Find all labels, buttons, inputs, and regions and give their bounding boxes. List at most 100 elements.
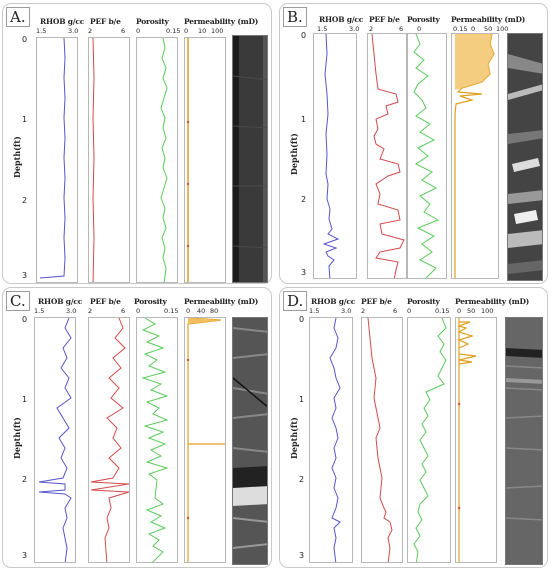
depth-tick: 1 <box>22 115 28 124</box>
depth-tick: 0 <box>299 315 305 324</box>
depth-axis-label: Depth(ft) <box>12 136 22 178</box>
scale-perm-2: 100 <box>481 307 494 315</box>
depth-tick: 2 <box>22 196 28 205</box>
pef-track <box>361 317 403 563</box>
depth-tick: 1 <box>301 115 307 124</box>
depth-tick: 0 <box>22 315 28 324</box>
panel-label: B. <box>283 7 307 27</box>
track-title-porosity: Porosity <box>407 297 440 306</box>
scale-porosity-max: 0.15 <box>453 25 468 33</box>
scale-pef-max: 6 <box>393 307 398 315</box>
rhob-curve <box>39 38 66 279</box>
scale-porosity-min: 0 <box>136 27 141 35</box>
panel-label: A. <box>6 7 30 27</box>
rhob-track <box>36 37 78 283</box>
depth-tick: 0 <box>301 31 307 40</box>
core-texture <box>233 327 267 549</box>
scale-rhob-max: 3.0 <box>349 25 360 33</box>
depth-axis-label: Depth(ft) <box>289 417 299 459</box>
pef-track <box>88 317 130 563</box>
scale-pef-min: 2 <box>361 307 366 315</box>
rhob-track <box>313 33 357 279</box>
track-title-pef: PEF b/e <box>361 297 392 306</box>
depth-tick: 3 <box>22 551 28 560</box>
track-title-rhob: RHOB g/cc <box>38 297 83 306</box>
porosity-track <box>407 33 447 279</box>
scale-perm-0: 0 <box>184 27 189 35</box>
rhob-curve <box>322 34 340 278</box>
scale-perm-1: 40 <box>197 307 206 315</box>
scale-pef-min: 2 <box>369 25 374 33</box>
scale-perm-2: 80 <box>210 307 219 315</box>
scale-pef-min: 2 <box>88 307 93 315</box>
scale-perm-1: 50 <box>484 25 493 33</box>
panel-label: D. <box>283 291 308 311</box>
depth-tick: 3 <box>22 271 28 280</box>
rhob-track <box>309 317 353 563</box>
permeability-track <box>184 37 226 283</box>
scale-porosity-min: 0 <box>417 25 422 33</box>
panel-c: C. RHOB g/cc 1.5 3.0 PEF b/e 2 6 Porosit… <box>2 287 272 568</box>
porosity-track <box>407 317 451 563</box>
porosity-curve <box>141 318 169 562</box>
permeability-curve <box>186 38 190 282</box>
porosity-track <box>136 317 178 563</box>
track-title-porosity: Porosity <box>136 17 169 26</box>
rhob-track <box>34 317 76 563</box>
scale-perm-2: 100 <box>211 27 224 35</box>
pef-curve <box>90 318 129 562</box>
porosity-curve <box>413 318 447 562</box>
scale-porosity-max: 0.15 <box>164 307 179 315</box>
pef-curve <box>367 318 393 562</box>
depth-axis-label: Depth(ft) <box>289 133 299 175</box>
core-texture <box>508 54 542 274</box>
depth-tick: 2 <box>301 195 307 204</box>
scale-porosity-max: 0.15 <box>435 307 450 315</box>
scale-porosity-min: 0 <box>407 307 412 315</box>
permeability-track <box>451 33 499 279</box>
scale-perm-2: 100 <box>496 25 509 33</box>
track-title-rhob: RHOB g/cc <box>40 17 85 26</box>
pef-curve <box>92 38 95 282</box>
rhob-curve <box>38 318 72 562</box>
depth-tick: 3 <box>299 551 305 560</box>
panel-d: D. RHOB g/cc 1.5 3.0 PEF b/e 2 6 Porosit… <box>279 287 548 568</box>
scale-rhob-max: 3.0 <box>68 27 79 35</box>
depth-tick: 3 <box>301 268 307 277</box>
scale-pef-max: 6 <box>121 27 126 35</box>
depth-tick: 1 <box>299 395 305 404</box>
panel-b: B. RHOB g/cc 1.5 3.0 PEF b/e 2 6 Porosit… <box>279 3 548 284</box>
track-title-permeability: Permeability (mD) <box>451 15 526 24</box>
depth-axis-label: Depth(ft) <box>12 417 22 459</box>
scale-pef-max: 6 <box>121 307 126 315</box>
track-title-pef: PEF b/e <box>369 15 400 24</box>
scale-perm-0: 0 <box>471 25 476 33</box>
core-image <box>507 33 543 281</box>
scale-porosity-min: 0 <box>136 307 141 315</box>
permeability-track <box>455 317 497 563</box>
track-title-pef: PEF b/e <box>90 17 121 26</box>
track-title-rhob: RHOB g/cc <box>319 15 364 24</box>
depth-tick: 1 <box>22 395 28 404</box>
scale-pef-max: 6 <box>399 25 404 33</box>
depth-tick: 2 <box>22 475 28 484</box>
track-title-pef: PEF b/e <box>90 297 121 306</box>
core-texture <box>233 36 267 282</box>
core-image <box>232 317 268 565</box>
panel-a: A. RHOB g/cc 1.5 3.0 PEF b/e 2 6 Porosit… <box>2 3 272 284</box>
rhob-curve <box>329 318 341 562</box>
track-title-rhob: RHOB g/cc <box>311 297 356 306</box>
permeability-curve <box>457 318 477 562</box>
core-image <box>505 317 543 565</box>
pef-track <box>367 33 407 279</box>
porosity-track <box>136 37 178 283</box>
panel-label: C. <box>6 291 30 311</box>
track-title-permeability: Permeability (mD) <box>184 297 259 306</box>
scale-perm-0: 0 <box>457 307 462 315</box>
scale-perm-0: 0 <box>186 307 191 315</box>
scale-rhob-min: 1.5 <box>36 27 47 35</box>
permeability-curve <box>454 34 495 278</box>
scale-rhob-max: 3.0 <box>66 307 77 315</box>
core-texture <box>506 348 542 521</box>
track-title-porosity: Porosity <box>134 297 167 306</box>
